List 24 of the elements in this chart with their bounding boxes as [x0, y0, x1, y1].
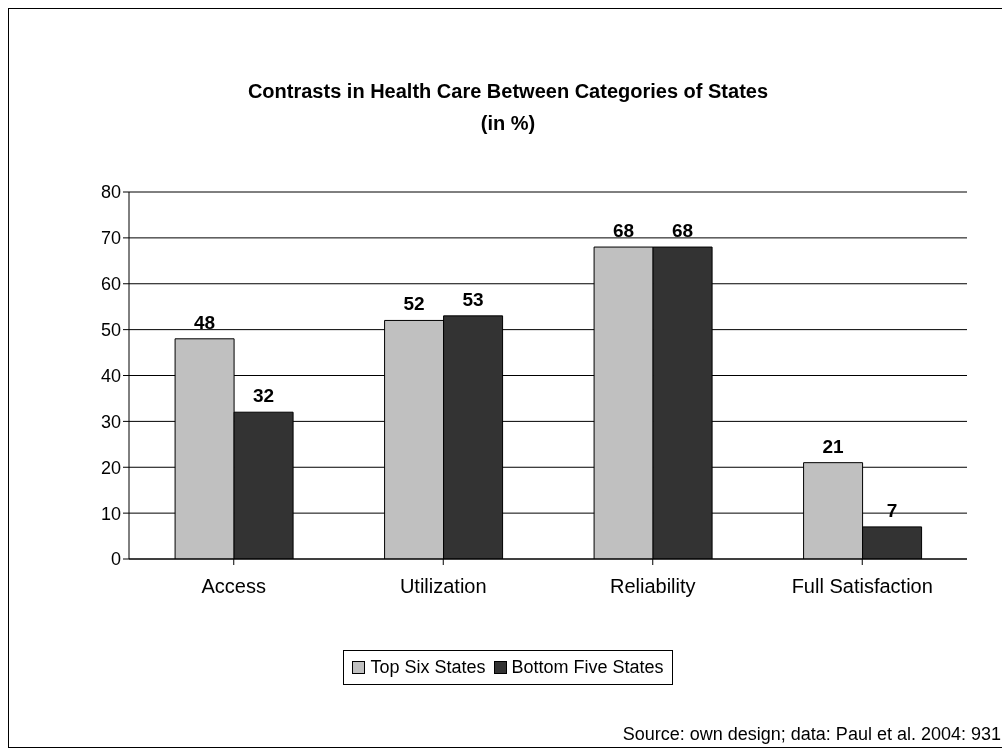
- y-tick-label: 80: [100, 182, 121, 203]
- x-tick-label: Full Satisfaction: [791, 575, 933, 598]
- data-label: 53: [462, 288, 484, 310]
- data-label: 48: [194, 311, 216, 333]
- y-tick-label: 0: [110, 549, 121, 570]
- x-tick-label: Utilization: [399, 575, 487, 598]
- chart-title: Contrasts in Health Care Between Categories of States (in %): [246, 79, 770, 136]
- data-label: 68: [613, 220, 635, 242]
- legend-label: Top Six States: [370, 657, 486, 678]
- y-tick-label: 10: [100, 503, 121, 524]
- y-tick-label: 20: [100, 457, 121, 478]
- source-note: Source: own design; data: Paul et al. 2004: 931: [622, 724, 1001, 745]
- y-tick-label: 70: [100, 228, 121, 249]
- legend-label: Bottom Five States: [511, 657, 664, 678]
- data-label: 21: [822, 435, 845, 457]
- data-label: 52: [403, 293, 425, 315]
- y-tick-label: 50: [100, 320, 121, 341]
- y-tick-label: 30: [100, 411, 121, 432]
- y-tick-label: 40: [100, 365, 121, 386]
- data-label: 68: [672, 220, 694, 242]
- x-tick-label: Access: [201, 575, 266, 598]
- x-tick-label: Reliability: [609, 575, 696, 598]
- data-label: 32: [253, 385, 275, 407]
- y-tick-label: 60: [100, 274, 121, 295]
